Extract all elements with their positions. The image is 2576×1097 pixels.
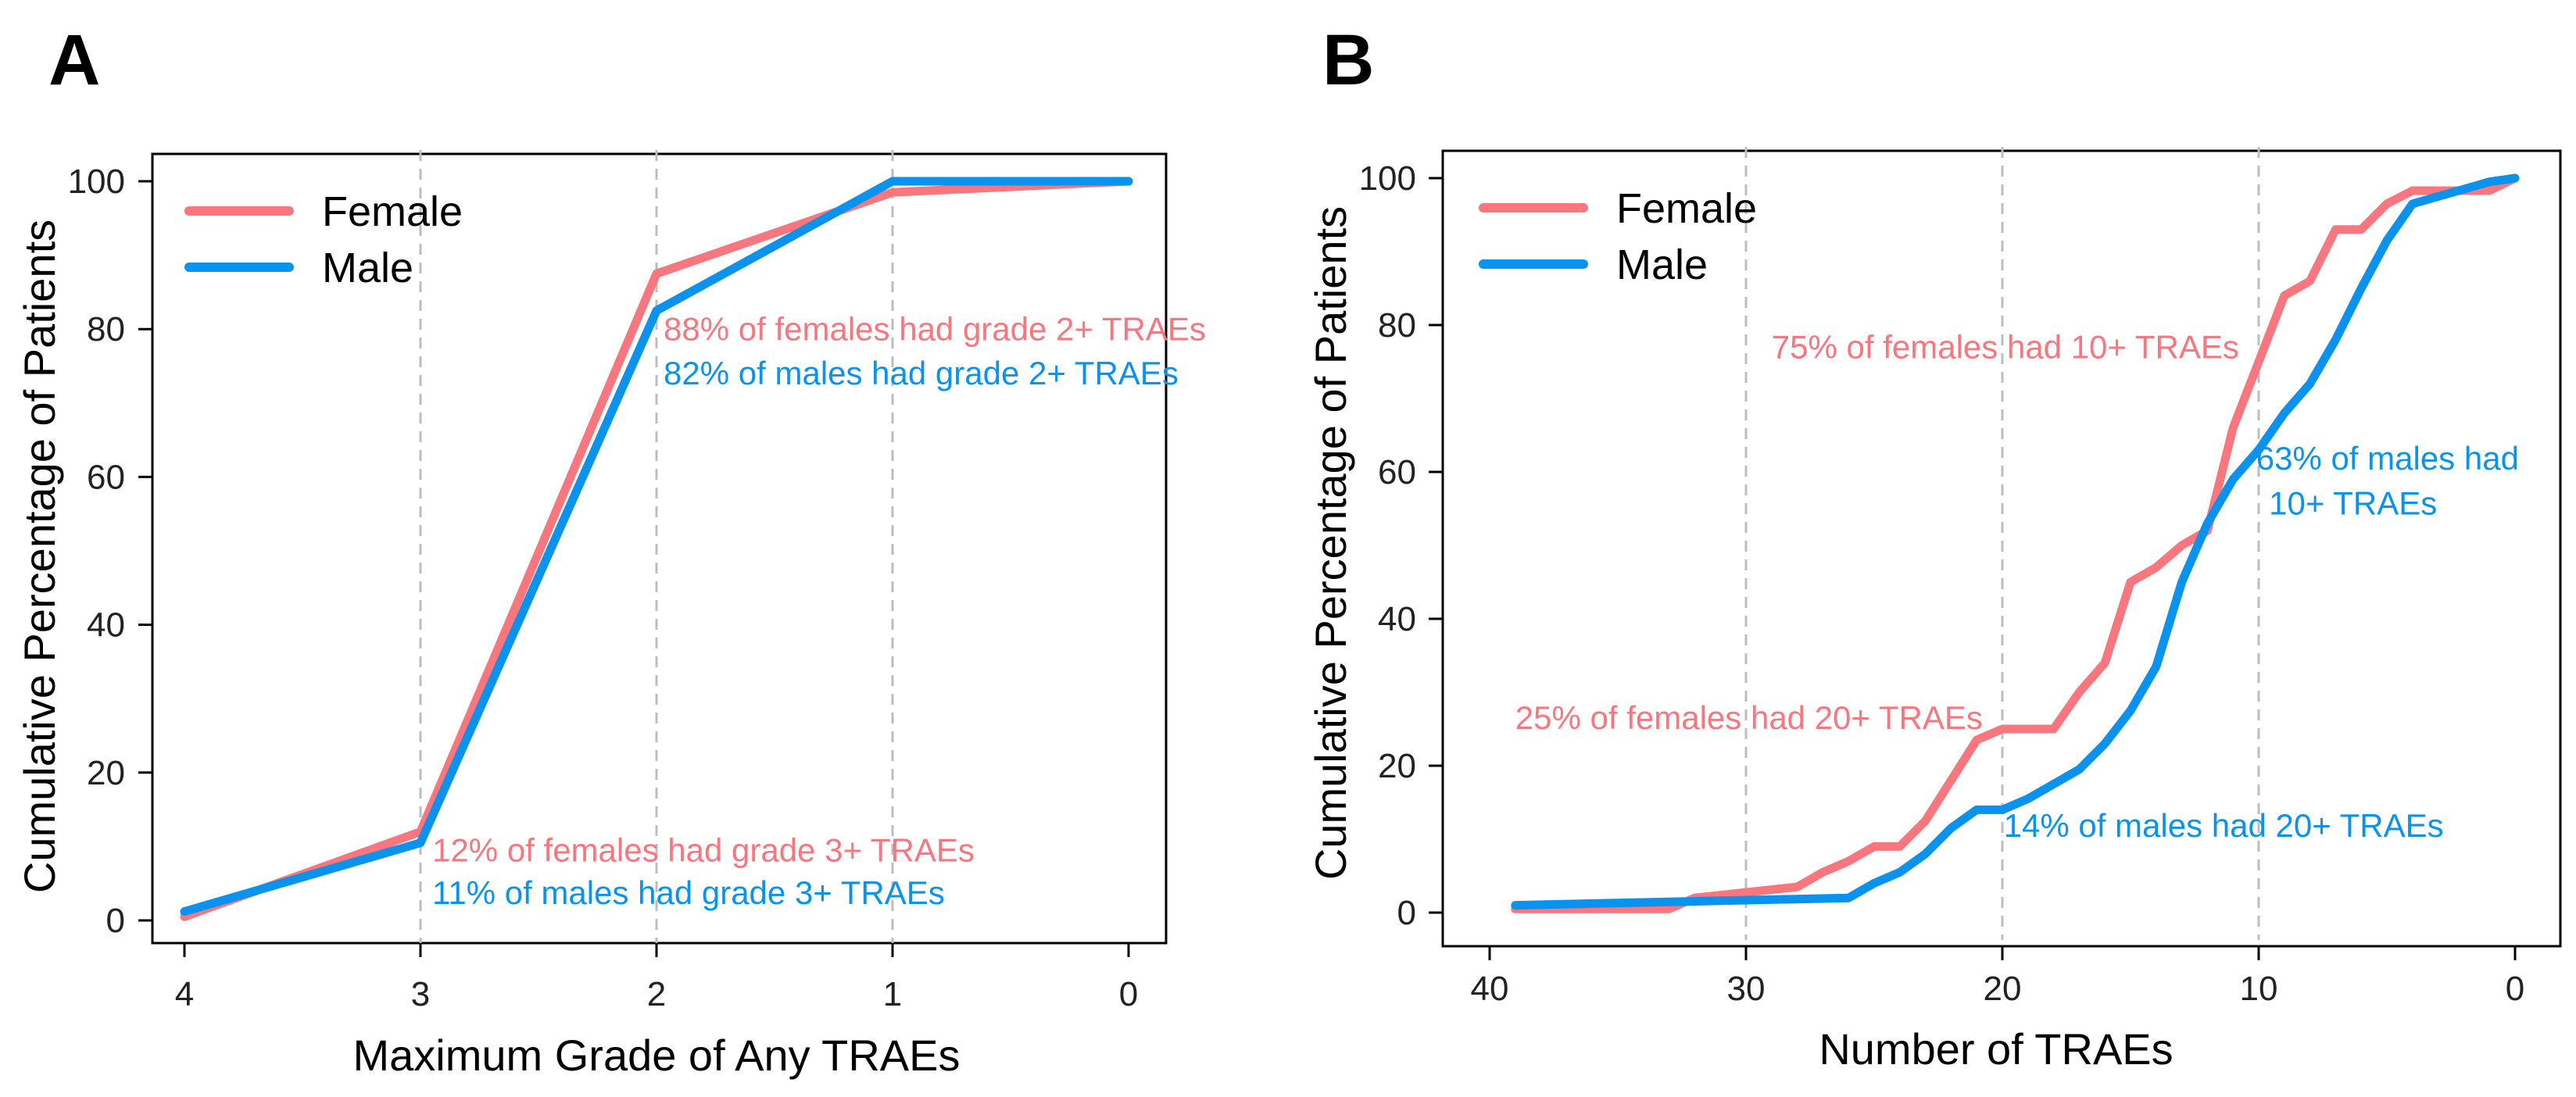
panel-b-legend-label-female: Female — [1616, 185, 1757, 232]
panel-a-legend-label-male: Male — [322, 245, 413, 291]
panel-b-x-tick-label: 10 — [2240, 970, 2278, 1008]
panel-b-series-female — [1511, 173, 2520, 913]
panel-a-y-tick-label: 60 — [87, 458, 125, 496]
panel-a-series-male — [180, 177, 1133, 917]
panel-a-annotation: 82% of males had grade 2+ TRAEs — [664, 355, 1179, 391]
panel-a-legend-label-female: Female — [322, 188, 463, 235]
panel-a-y-axis: 0 20 40 60 80 100 — [68, 163, 152, 940]
panel-a-y-tick-label: 80 — [87, 310, 125, 348]
panel-b-annotation: 25% of females had 20+ TRAEs — [1515, 699, 1983, 736]
panel-a-y-tick-label: 100 — [68, 163, 125, 201]
panel-a-annotation: 12% of females had grade 3+ TRAEs — [432, 831, 975, 868]
panel-b-y-axis-title: Cumulative Percentage of Patients — [1306, 206, 1355, 880]
panel-a-lines — [180, 177, 1133, 921]
panel-a-y-tick-label: 0 — [106, 902, 125, 940]
panel-b-series-male — [1511, 173, 2520, 910]
panel-a-label: A — [48, 20, 100, 100]
panel-a-x-tick-label: 3 — [411, 975, 430, 1013]
panel-b-label: B — [1322, 20, 1374, 100]
panel-a-x-axis: 4 3 2 1 0 — [175, 943, 1138, 1013]
panel-b-y-tick-label: 40 — [1378, 600, 1416, 638]
panel-b-y-axis: 0 20 40 60 80 100 — [1359, 159, 1443, 932]
panel-b-x-axis-title: Number of TRAEs — [1819, 1024, 2173, 1074]
panel-b-x-tick-label: 40 — [1471, 970, 1509, 1008]
panel-a-x-tick-label: 4 — [175, 975, 194, 1013]
panel-b-x-axis: 40 30 20 10 0 — [1471, 946, 2524, 1008]
panel-b-x-tick-label: 20 — [1984, 970, 2022, 1008]
panel-b-annotation: 14% of males had 20+ TRAEs — [2004, 807, 2444, 844]
panel-a-series-female — [180, 177, 1133, 921]
panel-b-y-tick-label: 100 — [1359, 159, 1416, 198]
panel-a: A 88% of females had grade 2+ TRAEs 82% o… — [15, 20, 1206, 1080]
panel-a-x-tick-label: 1 — [883, 975, 902, 1013]
panel-a-annotation: 11% of males had grade 3+ TRAEs — [432, 874, 945, 911]
panel-b-annotation: 10+ TRAEs — [2269, 485, 2437, 522]
panel-a-plot-frame — [151, 152, 1168, 945]
panel-b-annotation: 75% of females had 10+ TRAEs — [1772, 328, 2239, 365]
panel-b: B 75% of females had 10+ TRAEs 63% of mal… — [1306, 20, 2562, 1074]
panel-b-annotation: 63% of males had — [2256, 440, 2519, 477]
panel-a-y-tick-label: 20 — [87, 754, 125, 792]
panel-b-legend: Female Male — [1479, 185, 1757, 288]
panel-b-y-tick-label: 60 — [1378, 453, 1416, 491]
panel-b-lines — [1511, 173, 2520, 913]
panel-b-x-tick-label: 0 — [2506, 970, 2524, 1008]
panel-b-y-tick-label: 80 — [1378, 306, 1416, 345]
panel-b-x-tick-label: 30 — [1727, 970, 1766, 1008]
panel-a-x-tick-label: 0 — [1119, 975, 1138, 1013]
panel-b-legend-label-male: Male — [1616, 241, 1708, 288]
panel-a-annotation: 88% of females had grade 2+ TRAEs — [664, 310, 1206, 347]
panel-b-annotations: 75% of females had 10+ TRAEs 63% of males… — [1515, 328, 2519, 844]
panel-a-y-tick-label: 40 — [87, 606, 125, 645]
panel-a-x-tick-label: 2 — [647, 975, 666, 1013]
panel-b-y-tick-label: 0 — [1397, 894, 1416, 932]
panel-a-annotations: 88% of females had grade 2+ TRAEs 82% of … — [432, 310, 1206, 911]
panel-a-x-axis-title: Maximum Grade of Any TRAEs — [353, 1031, 961, 1080]
panel-a-y-axis-title: Cumulative Percentage of Patients — [15, 220, 64, 893]
panel-b-y-tick-label: 20 — [1378, 747, 1416, 785]
panel-a-legend: Female Male — [184, 188, 463, 291]
